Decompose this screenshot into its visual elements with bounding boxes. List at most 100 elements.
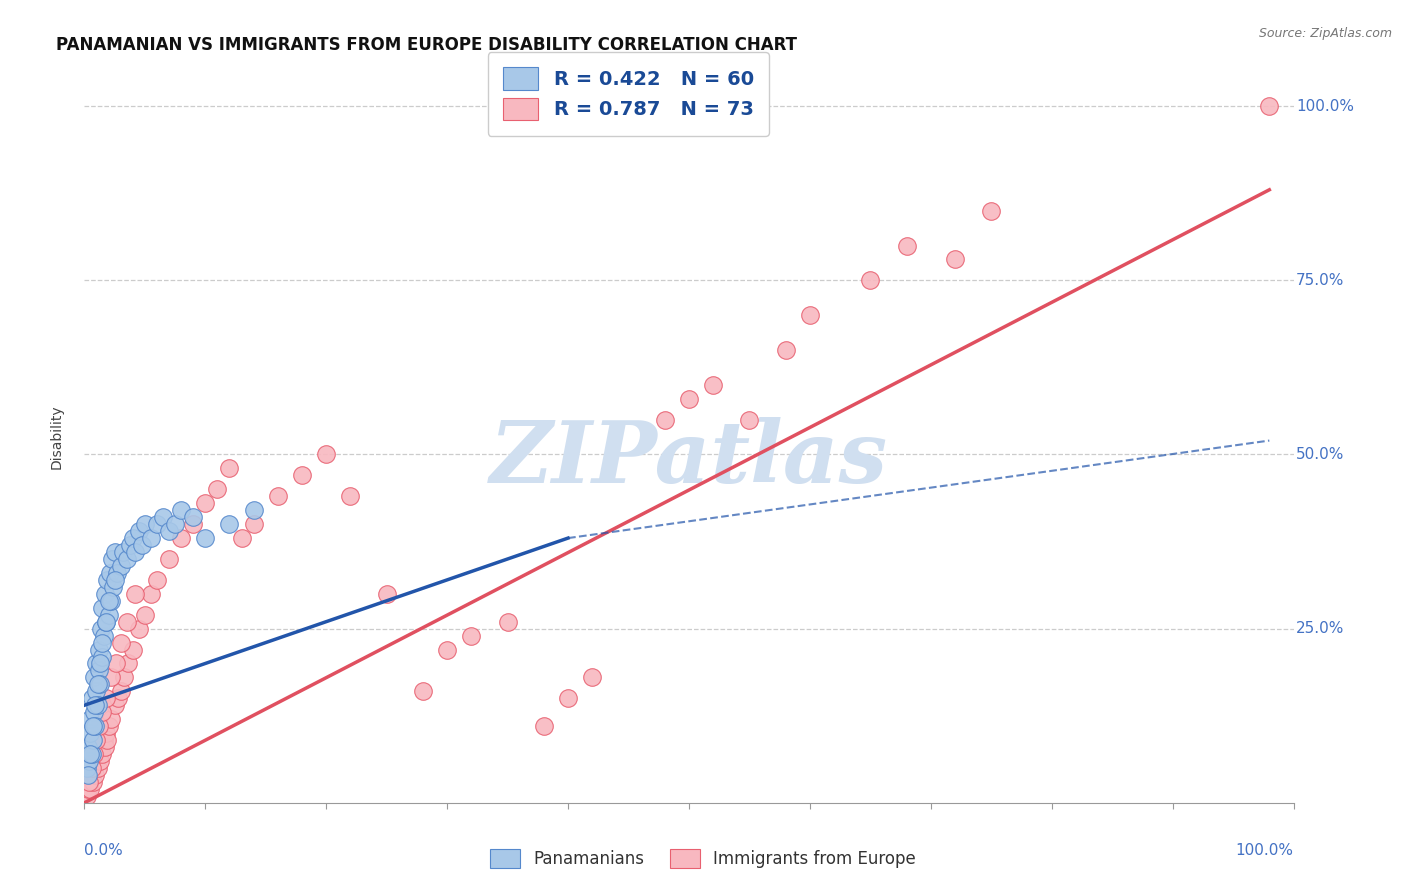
Point <box>82 733 104 747</box>
Point <box>110 684 132 698</box>
Point <box>134 607 156 622</box>
Point <box>218 517 240 532</box>
Point <box>77 768 100 782</box>
Point <box>90 622 112 636</box>
Point <box>152 510 174 524</box>
Point <box>110 558 132 573</box>
Point <box>86 761 108 775</box>
Point <box>859 273 882 287</box>
Point <box>91 747 114 761</box>
Point <box>93 733 115 747</box>
Point <box>315 448 337 462</box>
Point <box>89 657 111 671</box>
Point <box>80 768 103 782</box>
Point <box>94 726 117 740</box>
Point <box>91 649 114 664</box>
Point <box>104 545 127 559</box>
Point <box>738 412 761 426</box>
Legend: R = 0.422   N = 60, R = 0.787   N = 73: R = 0.422 N = 60, R = 0.787 N = 73 <box>488 52 769 136</box>
Point <box>91 600 114 615</box>
Point <box>87 747 110 761</box>
Point <box>97 719 120 733</box>
Point <box>100 670 122 684</box>
Point <box>128 524 150 538</box>
Y-axis label: Disability: Disability <box>49 405 63 469</box>
Text: 50.0%: 50.0% <box>1296 447 1344 462</box>
Point <box>83 761 105 775</box>
Point <box>98 566 121 580</box>
Point <box>1258 99 1281 113</box>
Point <box>267 489 290 503</box>
Point <box>97 607 120 622</box>
Point <box>702 377 724 392</box>
Text: 25.0%: 25.0% <box>1296 621 1344 636</box>
Point <box>242 517 264 532</box>
Point <box>87 664 110 678</box>
Point <box>170 503 193 517</box>
Point <box>107 691 129 706</box>
Point <box>94 740 117 755</box>
Point <box>533 719 555 733</box>
Point <box>83 670 105 684</box>
Point <box>654 412 676 426</box>
Point <box>678 392 700 406</box>
Point <box>76 761 98 775</box>
Point <box>139 531 162 545</box>
Point <box>128 622 150 636</box>
Point <box>86 684 108 698</box>
Point <box>115 615 138 629</box>
Point <box>375 587 398 601</box>
Point <box>87 719 110 733</box>
Point <box>86 677 108 691</box>
Text: 75.0%: 75.0% <box>1296 273 1344 288</box>
Point <box>94 615 117 629</box>
Point <box>291 468 314 483</box>
Point <box>100 594 122 608</box>
Point <box>170 531 193 545</box>
Text: ZIPatlas: ZIPatlas <box>489 417 889 500</box>
Point <box>980 203 1002 218</box>
Point <box>165 517 187 532</box>
Point <box>90 740 112 755</box>
Point <box>139 587 162 601</box>
Point <box>218 461 240 475</box>
Point <box>96 733 118 747</box>
Point <box>112 545 135 559</box>
Text: 0.0%: 0.0% <box>84 843 124 858</box>
Point <box>80 761 103 775</box>
Point <box>146 573 169 587</box>
Point <box>146 517 169 532</box>
Point <box>157 524 180 538</box>
Point <box>83 747 105 761</box>
Point <box>104 573 127 587</box>
Point <box>110 635 132 649</box>
Point <box>91 705 114 719</box>
Point <box>79 781 101 796</box>
Point <box>94 615 117 629</box>
Point <box>77 781 100 796</box>
Point <box>80 747 103 761</box>
Point <box>194 531 217 545</box>
Point <box>124 587 146 601</box>
Point <box>87 642 110 657</box>
Point <box>112 670 135 684</box>
Point <box>496 615 519 629</box>
Point <box>86 698 108 713</box>
Point <box>91 635 114 649</box>
Text: 100.0%: 100.0% <box>1296 99 1354 113</box>
Point <box>86 733 108 747</box>
Point <box>82 719 104 733</box>
Point <box>80 691 103 706</box>
Point <box>242 503 264 517</box>
Point <box>194 496 217 510</box>
Point <box>412 684 434 698</box>
Point <box>181 510 204 524</box>
Point <box>157 552 180 566</box>
Point <box>86 657 108 671</box>
Point <box>105 566 128 580</box>
Point <box>84 698 107 713</box>
Point <box>124 545 146 559</box>
Point <box>896 238 918 252</box>
Point <box>79 712 101 726</box>
Legend: Panamanians, Immigrants from Europe: Panamanians, Immigrants from Europe <box>484 842 922 875</box>
